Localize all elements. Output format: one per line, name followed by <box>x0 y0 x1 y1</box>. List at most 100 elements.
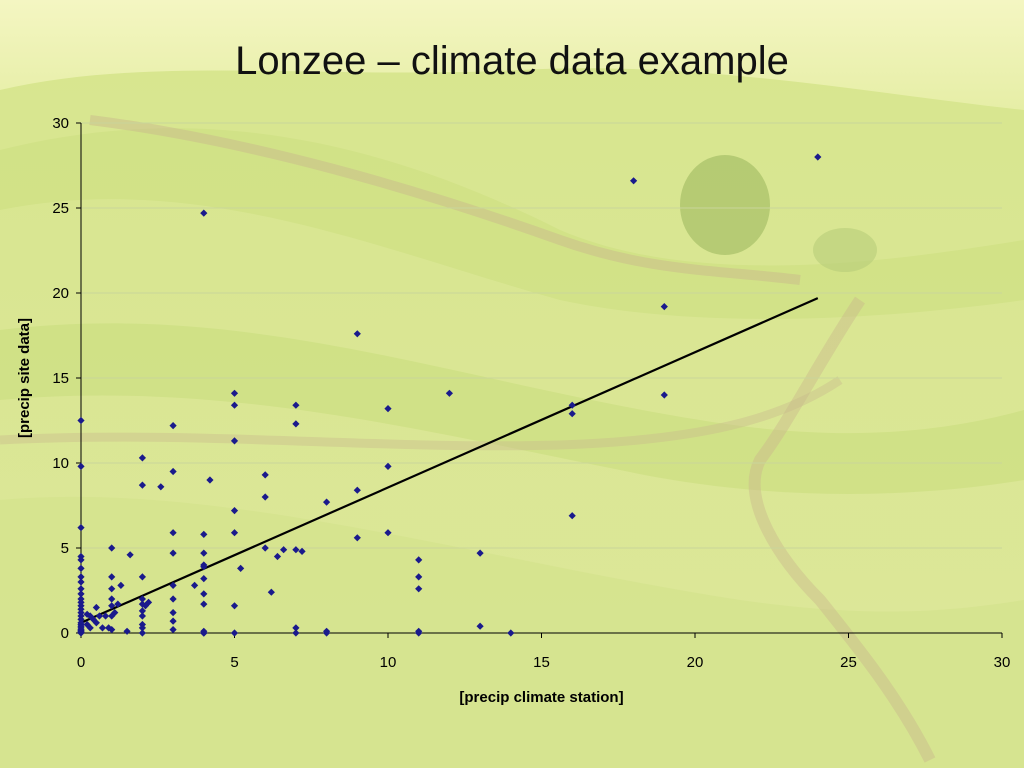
data-point <box>267 588 275 596</box>
data-point <box>476 549 484 557</box>
data-point <box>108 573 116 581</box>
data-point <box>261 544 269 552</box>
data-point <box>92 619 100 627</box>
data-point <box>298 547 306 555</box>
slide-title: Lonzee – climate data example <box>235 39 789 83</box>
x-tick-label: 15 <box>533 654 550 671</box>
data-point <box>353 486 361 494</box>
data-point <box>114 600 122 608</box>
data-point <box>568 401 576 409</box>
data-point <box>814 153 822 161</box>
data-point <box>95 612 104 620</box>
data-point <box>138 624 146 632</box>
data-point <box>230 529 239 537</box>
data-point <box>630 177 638 185</box>
x-tick-label: 10 <box>380 654 397 671</box>
data-point <box>568 512 576 520</box>
data-point <box>261 471 269 479</box>
data-point <box>77 524 85 532</box>
y-tick-label: 20 <box>52 285 69 302</box>
data-point <box>206 476 214 484</box>
data-point <box>77 573 85 581</box>
data-point <box>98 624 107 632</box>
data-point <box>86 624 94 632</box>
y-tick-label: 25 <box>52 200 69 217</box>
data-point <box>138 607 146 615</box>
data-point <box>169 581 177 589</box>
x-axis-title: [precip climate station] <box>459 689 623 706</box>
data-point <box>230 401 239 409</box>
data-point <box>445 389 453 397</box>
data-point <box>200 549 208 557</box>
data-point <box>415 573 423 581</box>
data-point <box>415 629 423 637</box>
data-point <box>138 612 146 620</box>
data-point <box>230 629 239 637</box>
data-point <box>77 578 85 586</box>
data-point <box>108 602 116 610</box>
data-point <box>77 629 85 637</box>
data-point <box>77 590 85 598</box>
data-point <box>83 610 91 618</box>
data-point <box>280 546 288 554</box>
data-point <box>353 534 361 542</box>
data-point <box>108 585 116 593</box>
data-point <box>237 564 245 572</box>
data-point <box>138 573 146 581</box>
x-tick-label: 30 <box>994 654 1011 671</box>
data-point <box>138 481 146 489</box>
data-point <box>138 454 146 462</box>
data-point <box>261 493 269 501</box>
data-point <box>92 603 100 612</box>
data-point <box>507 629 515 637</box>
data-point <box>169 467 177 476</box>
data-point <box>230 507 239 515</box>
data-point <box>660 303 668 311</box>
data-point <box>89 615 97 623</box>
data-point <box>415 556 423 564</box>
tick-labels: 0 5 10 15 20 25 30 0 5 10 15 20 25 30 <box>52 115 1010 671</box>
data-point <box>123 627 131 635</box>
data-point <box>292 624 300 632</box>
y-axis-title: [precip site data] <box>16 318 33 438</box>
x-tick-label: 25 <box>840 654 857 671</box>
x-tick-label: 20 <box>687 654 704 671</box>
y-tick-label: 5 <box>61 540 69 557</box>
data-point <box>108 544 116 552</box>
data-point <box>108 595 116 603</box>
data-points <box>77 153 822 637</box>
data-point <box>200 590 208 598</box>
data-point <box>169 529 177 537</box>
y-tick-label: 15 <box>52 370 69 387</box>
data-point <box>200 530 208 538</box>
data-point <box>384 405 392 413</box>
data-point <box>138 629 146 637</box>
trendline <box>80 297 819 624</box>
data-point <box>77 564 85 572</box>
data-point <box>415 585 423 593</box>
y-tick-label: 10 <box>52 455 69 472</box>
data-point <box>111 609 119 617</box>
trendline-layer <box>80 297 819 624</box>
data-point <box>101 612 110 620</box>
data-point <box>200 629 208 637</box>
data-point <box>169 549 177 557</box>
data-point <box>169 609 177 617</box>
gridlines <box>81 122 1002 549</box>
data-point <box>200 563 208 571</box>
data-point <box>169 617 177 625</box>
data-point <box>144 598 153 606</box>
data-point <box>323 498 331 506</box>
axes <box>76 122 1003 638</box>
x-tick-label: 5 <box>230 654 238 671</box>
data-point <box>230 437 239 445</box>
data-point <box>117 581 125 589</box>
data-point <box>384 529 392 537</box>
data-point <box>138 600 146 608</box>
y-tick-label: 30 <box>52 115 69 132</box>
data-point <box>138 595 146 603</box>
data-point <box>157 483 165 491</box>
data-point <box>126 551 134 559</box>
data-point <box>169 626 177 634</box>
y-tick-label: 0 <box>61 625 69 642</box>
